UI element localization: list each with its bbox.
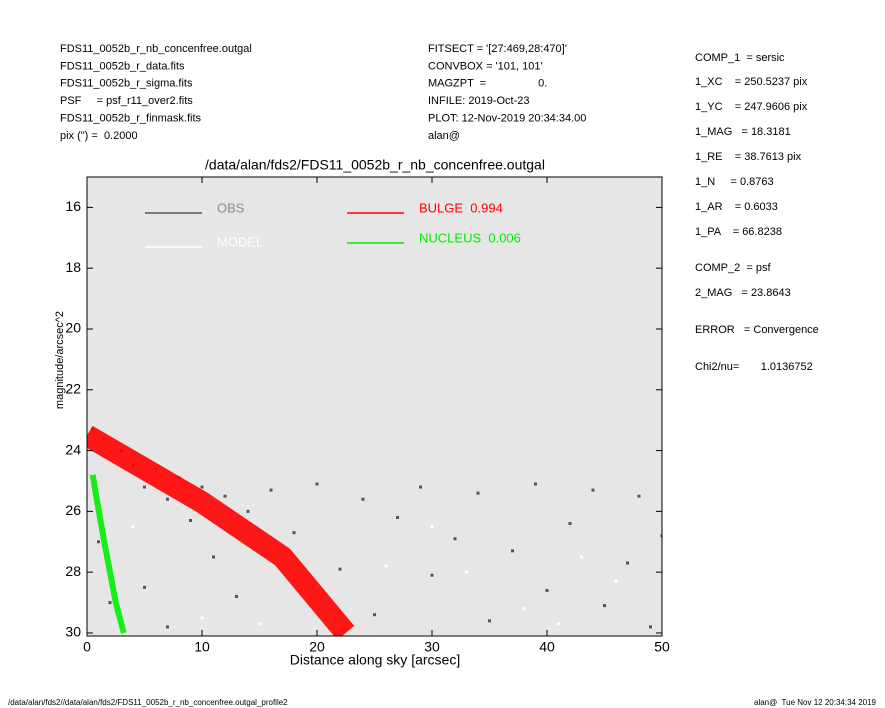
- data-point: [235, 594, 238, 598]
- data-point: [430, 525, 434, 529]
- data-point: [373, 613, 376, 617]
- fit-parameter: COMP_2 = psf: [695, 262, 771, 274]
- fit-parameter: 1_MAG = 18.3181: [695, 126, 791, 138]
- fit-parameter: 2_MAG = 23.8643: [695, 287, 791, 299]
- data-point: [453, 537, 457, 541]
- data-point: [591, 488, 595, 492]
- y-tick-label: 18: [65, 259, 81, 275]
- data-point: [568, 522, 572, 526]
- legend-label: MODEL: [217, 234, 263, 249]
- y-tick-label: 30: [65, 624, 81, 640]
- header-line: FITSECT = '[27:469,28:470]': [428, 43, 567, 55]
- x-tick-label: 50: [654, 639, 670, 655]
- fit-parameter: Chi2/nu= 1.0136752: [695, 361, 813, 373]
- fit-parameter: 1_YC = 247.9606 pix: [695, 101, 808, 113]
- header-line: PLOT: 12-Nov-2019 20:34:34.00: [428, 113, 586, 125]
- data-point: [396, 515, 399, 519]
- header-line: FDS11_0052b_r_data.fits: [60, 60, 185, 72]
- data-point: [430, 573, 434, 577]
- data-point: [143, 585, 146, 589]
- x-tick-label: 20: [309, 639, 325, 655]
- fit-parameter: 1_PA = 66.8238: [695, 226, 782, 238]
- fit-parameter: ERROR = Convergence: [695, 324, 819, 336]
- y-tick-label: 16: [65, 198, 81, 214]
- y-axis-label: magnitude/arcsec^2: [54, 311, 66, 409]
- x-tick-label: 40: [539, 639, 555, 655]
- footer-date: alan@ Tue Nov 12 20:34:34 2019: [754, 698, 877, 707]
- fit-parameter: COMP_1 = sersic: [695, 52, 785, 64]
- data-point: [131, 525, 135, 529]
- header-line: pix (") = 0.2000: [60, 130, 138, 142]
- data-point: [361, 497, 365, 501]
- x-axis-label: Distance along sky [arcsec]: [290, 652, 460, 668]
- x-tick-label: 0: [83, 639, 91, 655]
- fit-parameter: 1_N = 0.8763: [695, 176, 774, 188]
- data-point: [637, 494, 641, 498]
- y-tick-label: 22: [65, 380, 81, 396]
- data-point: [534, 482, 537, 486]
- data-point: [189, 518, 192, 522]
- data-point: [476, 491, 480, 495]
- data-point: [200, 485, 204, 489]
- data-point: [246, 509, 250, 513]
- legend-label: BULGE 0.994: [419, 200, 503, 215]
- data-point: [511, 549, 514, 553]
- header-line: CONVBOX = '101, 101': [428, 60, 543, 72]
- data-point: [545, 588, 549, 592]
- data-point: [200, 616, 204, 620]
- component-profile: [87, 425, 355, 636]
- data-point: [580, 555, 583, 559]
- data-point: [557, 622, 560, 626]
- data-point: [522, 607, 526, 611]
- header-line: PSF = psf_r11_over2.fits: [60, 95, 193, 107]
- data-point: [315, 482, 319, 486]
- data-point: [488, 619, 491, 623]
- data-point: [660, 534, 662, 538]
- data-point: [166, 497, 169, 501]
- y-tick-label: 28: [65, 563, 81, 579]
- data-point: [258, 622, 261, 626]
- data-point: [465, 570, 468, 574]
- legend-label: NUCLEUS 0.006: [419, 230, 521, 245]
- plot-marks: [87, 425, 662, 636]
- data-point: [649, 625, 652, 629]
- data-point: [292, 531, 296, 535]
- legend-label: OBS: [217, 200, 245, 215]
- data-point: [614, 579, 618, 583]
- plot-frame: [86, 176, 663, 637]
- data-point: [338, 567, 342, 571]
- data-point: [626, 561, 629, 565]
- fit-parameter: 1_RE = 38.7613 pix: [695, 151, 802, 163]
- data-point: [419, 485, 422, 489]
- fit-parameter: 1_XC = 250.5237 pix: [695, 76, 808, 88]
- data-point: [143, 485, 146, 489]
- header-line: FDS11_0052b_r_nb_concenfree.outgal: [60, 43, 252, 55]
- header-line: FDS11_0052b_r_finmask.fits: [60, 113, 202, 125]
- header-line: MAGZPT = 0.: [428, 78, 547, 90]
- data-point: [166, 625, 169, 629]
- data-point: [269, 488, 273, 492]
- chart-title: /data/alan/fds2/FDS11_0052b_r_nb_concenf…: [205, 157, 545, 173]
- data-point: [108, 601, 112, 605]
- header-line: FDS11_0052b_r_sigma.fits: [60, 78, 193, 90]
- footer-path: /data/alan/fds2//data/alan/fds2/FDS11_00…: [8, 698, 288, 707]
- header-line: alan@: [428, 130, 460, 142]
- plot-area: [87, 177, 662, 636]
- fit-parameter: 1_AR = 0.6033: [695, 201, 778, 213]
- data-point: [97, 540, 100, 544]
- x-tick-label: 30: [424, 639, 440, 655]
- x-tick-label: 10: [194, 639, 210, 655]
- data-point: [603, 604, 606, 608]
- y-tick-label: 24: [65, 441, 81, 457]
- y-tick-label: 20: [65, 320, 81, 336]
- data-point: [384, 564, 388, 568]
- component-profile: [89, 474, 127, 634]
- data-point: [212, 555, 215, 559]
- y-tick-label: 26: [65, 502, 81, 518]
- data-point: [223, 494, 227, 498]
- header-line: INFILE: 2019-Oct-23: [428, 95, 530, 107]
